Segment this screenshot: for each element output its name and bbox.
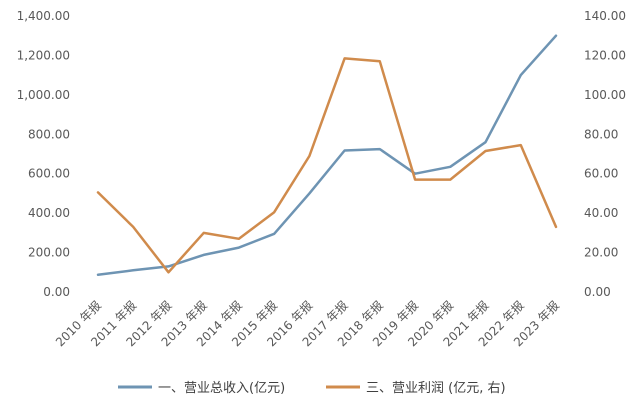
y-left-tick-label: 400.00	[28, 206, 70, 220]
y-right-tick-label: 120.00	[584, 48, 626, 62]
y-right-tick-label: 0.00	[584, 285, 611, 299]
legend: 一、营业总收入(亿元) 三、营业利润 (亿元, 右)	[118, 381, 506, 396]
y-left-axis: 0.00 200.00 400.00 600.00 800.00 1,000.00 1,20…	[17, 9, 70, 299]
y-right-axis: 0.00 20.00 40.00 60.00 80.00 100.00 120.00 140.…	[584, 9, 626, 299]
y-right-tick-label: 40.00	[584, 206, 618, 220]
legend-label-2: 三、营业利润 (亿元, 右)	[366, 381, 506, 396]
y-left-tick-label: 1,000.00	[17, 88, 70, 102]
y-right-tick-label: 20.00	[584, 246, 618, 260]
series-line-2	[96, 57, 558, 274]
y-left-tick-label: 0.00	[43, 285, 70, 299]
y-right-tick-label: 100.00	[584, 88, 626, 102]
series-line-1	[96, 34, 558, 276]
y-right-tick-label: 60.00	[584, 167, 618, 181]
y-right-tick-label: 140.00	[584, 9, 626, 23]
y-left-tick-label: 1,400.00	[17, 9, 70, 23]
y-left-tick-label: 200.00	[28, 246, 70, 260]
series-lines	[96, 34, 558, 276]
y-left-tick-label: 800.00	[28, 127, 70, 141]
y-right-tick-label: 80.00	[584, 127, 618, 141]
legend-label-1: 一、营业总收入(亿元)	[158, 381, 285, 396]
y-left-tick-label: 600.00	[28, 167, 70, 181]
y-left-tick-label: 1,200.00	[17, 48, 70, 62]
